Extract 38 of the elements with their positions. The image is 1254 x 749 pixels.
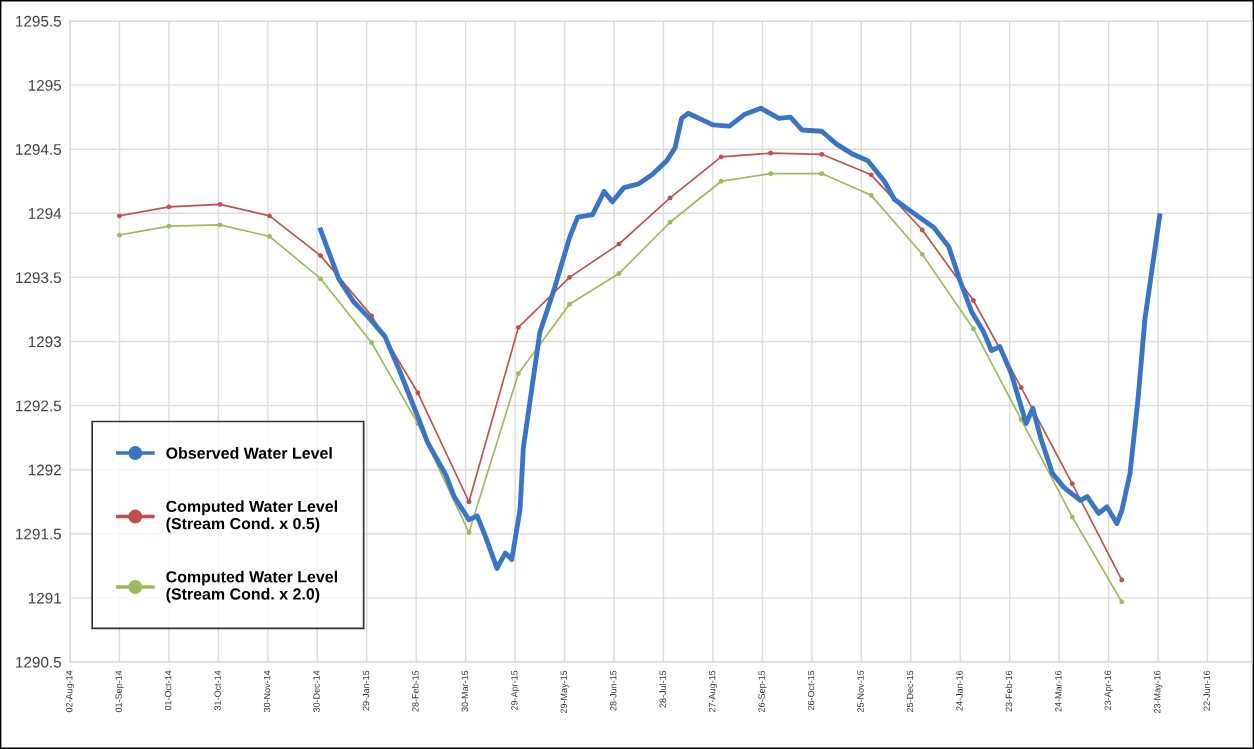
y-tick-label: 1292.5 [16,400,62,412]
y-tick-label: 1291.5 [16,528,62,540]
x-tick-label: 01-Oct-14 [164,670,172,711]
y-tick-label: 1295.5 [16,15,62,27]
x-tick-label: 24-Jan-16 [956,670,963,711]
x-tick-label: 29-Apr-15 [511,670,520,711]
y-tick-label: 1294 [28,208,62,219]
x-tick-label: 28-Feb-15 [411,670,419,712]
y-tick-label: 1294.5 [16,144,62,155]
legend-label: Computed Water Level (Stream Cond. x 0.5) [166,500,337,533]
x-tick-label: 27-Aug-15 [708,670,718,713]
x-tick-label: 29-May-15 [560,670,569,714]
x-tick-label: 25-Nov-15 [857,670,864,713]
x-tick-label: 29-Jan-15 [362,670,370,711]
legend-label: Computed Water Level (Stream Cond. x 2.0) [166,570,337,603]
x-tick-label: 28-Jul-15 [659,670,666,708]
x-tick-label: 26-Sep-15 [758,670,767,713]
y-tick-label: 1292 [28,464,61,476]
x-tick-label: 23-Feb-16 [1005,670,1013,712]
x-tick-label: 22-Jun-16 [1203,670,1210,711]
y-tick-label: 1291 [28,592,61,604]
legend-label: Observed Water Level [166,447,332,459]
y-tick-label: 1293 [28,336,61,348]
x-tick-label: 02-Aug-14 [66,670,75,713]
y-tick-label: 1295 [28,79,62,91]
x-tick-label: 01-Sep-14 [115,670,124,713]
x-tick-label: 30-Nov-14 [263,670,271,713]
x-tick-label: 23-Apr-16 [1104,670,1113,711]
x-tick-label: 23-May-16 [1154,670,1163,714]
y-tick-label: 1293.5 [16,272,62,284]
x-tick-label: 30-Dec-14 [313,670,320,713]
x-tick-label: 25-Dec-15 [906,670,914,713]
x-tick-label: 31-Oct-14 [214,670,221,711]
x-tick-label: 30-Mar-15 [461,670,469,712]
x-tick-label: 26-Oct-15 [807,670,815,711]
x-tick-label: 24-Mar-16 [1055,670,1062,712]
x-tick-label: 28-Jun-15 [610,670,617,711]
y-tick-label: 1290.5 [16,656,62,668]
